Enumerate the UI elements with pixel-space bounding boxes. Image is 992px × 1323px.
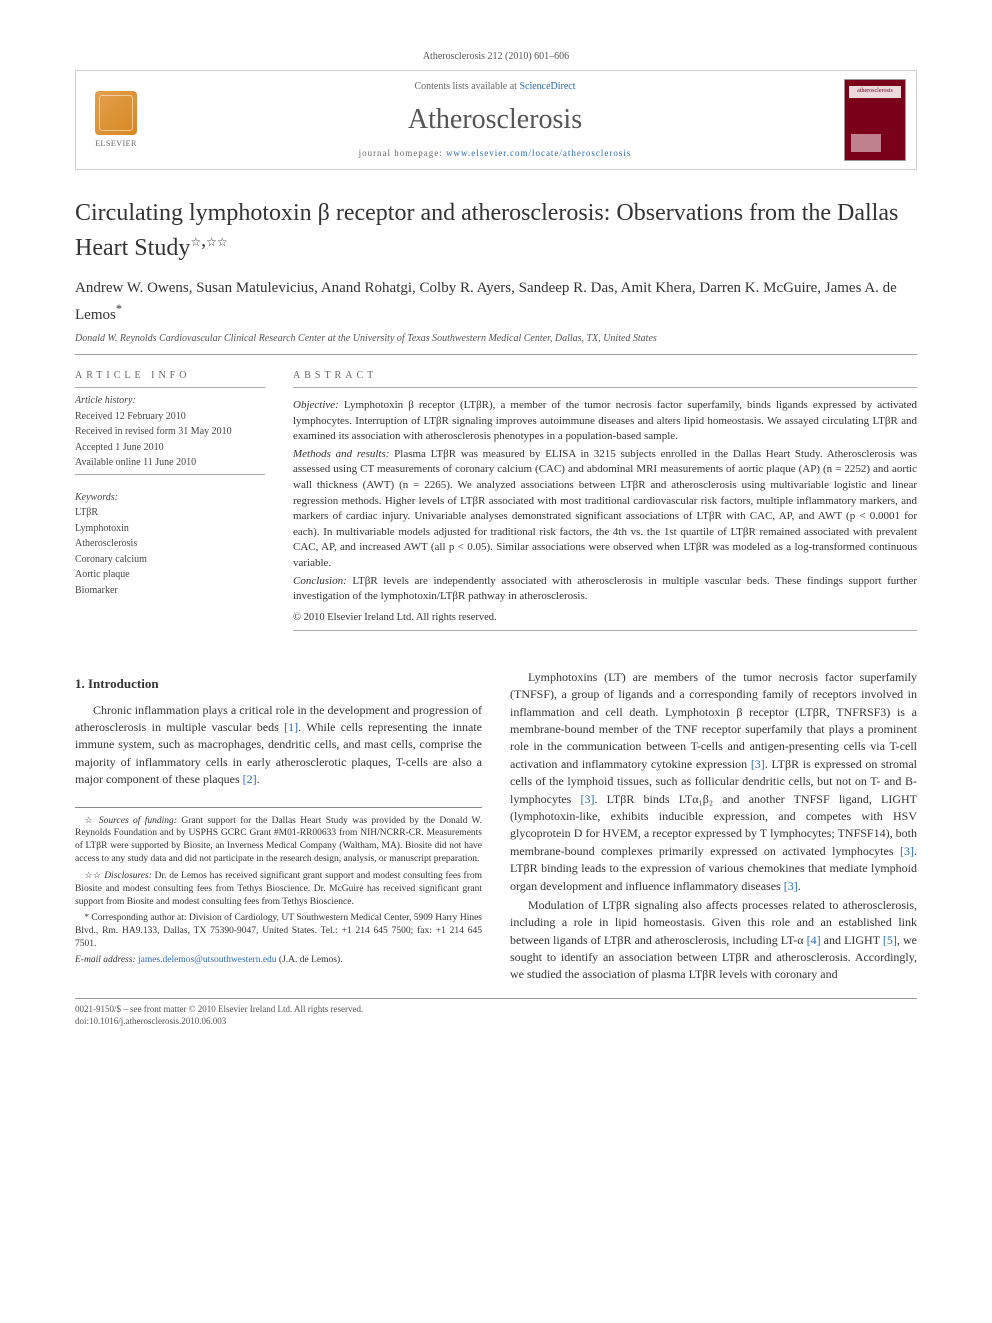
elsevier-logo: ELSEVIER [86,85,146,155]
email-attribution: (J.A. de Lemos). [277,955,343,965]
header-citation: Atherosclerosis 212 (2010) 601–606 [75,50,917,64]
abstract-copyright: © 2010 Elsevier Ireland Ltd. All rights … [293,611,917,626]
title-text: Circulating lymphotoxin β receptor and a… [75,200,898,261]
body-paragraph: Modulation of LTβR signaling also affect… [510,897,917,984]
keyword: Lymphotoxin [75,522,265,536]
homepage-prefix: journal homepage: [359,148,446,158]
abstract-methods: Methods and results: Plasma LTβR was mea… [293,447,917,572]
keyword: Coronary calcium [75,553,265,567]
objective-text: Lymphotoxin β receptor (LTβR), a member … [293,399,917,442]
objective-label: Objective: [293,399,339,411]
journal-cover-thumbnail: atherosclerosis [844,79,906,161]
homepage-line: journal homepage: www.elsevier.com/locat… [146,147,844,160]
corresponding-mark: * [116,302,122,316]
abstract-conclusion: Conclusion: LTβR levels are independentl… [293,574,917,605]
footer-front-matter: 0021-9150/$ – see front matter © 2010 El… [75,1003,917,1016]
journal-name: Atherosclerosis [146,100,844,139]
footnote-disclosures: ☆☆ Disclosures: Dr. de Lemos has receive… [75,869,482,908]
body-paragraph: Chronic inflammation plays a critical ro… [75,702,482,789]
history-revised: Received in revised form 31 May 2010 [75,425,265,439]
keywords-label: Keywords: [75,491,265,505]
contents-prefix: Contents lists available at [414,81,519,92]
abstract: ABSTRACT Objective: Lymphotoxin β recept… [293,369,917,647]
abstract-head: ABSTRACT [293,369,917,388]
footnote-text: Corresponding author at: Division of Car… [75,913,482,949]
contents-available-line: Contents lists available at ScienceDirec… [146,80,844,94]
body-paragraph: Lymphotoxins (LT) are members of the tum… [510,669,917,895]
email-label: E-mail address: [75,955,136,965]
history-label: Article history: [75,394,265,408]
history-accepted: Accepted 1 June 2010 [75,441,265,455]
keyword: Atherosclerosis [75,537,265,551]
authors-list: Andrew W. Owens, Susan Matulevicius, Ana… [75,277,917,326]
journal-header: ELSEVIER Contents lists available at Sci… [75,70,917,170]
history-online: Available online 11 June 2010 [75,456,265,470]
divider [293,630,917,631]
authors-text: Andrew W. Owens, Susan Matulevicius, Ana… [75,280,897,323]
divider [75,354,917,355]
article-title: Circulating lymphotoxin β receptor and a… [75,198,917,263]
footnote-label: Sources of funding: [95,816,177,826]
page-footer: 0021-9150/$ – see front matter © 2010 El… [75,998,917,1028]
abstract-objective: Objective: Lymphotoxin β receptor (LTβR)… [293,398,917,445]
footnote-ref-disclosures: ☆☆ [206,235,228,249]
journal-homepage-link[interactable]: www.elsevier.com/locate/atherosclerosis [446,148,631,158]
sciencedirect-link[interactable]: ScienceDirect [519,81,575,92]
methods-text: Plasma LTβR was measured by ELISA in 321… [293,448,917,569]
conclusion-label: Conclusion: [293,575,347,587]
conclusion-text: LTβR levels are independently associated… [293,575,917,603]
methods-label: Methods and results: [293,448,389,460]
footnote-symbol: ☆☆ [85,870,102,880]
article-info-sidebar: ARTICLE INFO Article history: Received 1… [75,369,265,647]
cover-caption: atherosclerosis [845,87,905,95]
footnote-symbol: ☆ [85,815,95,825]
article-info-head: ARTICLE INFO [75,369,265,388]
article-body: 1. Introduction Chronic inflammation pla… [75,669,917,984]
keyword: Aortic plaque [75,568,265,582]
elsevier-label: ELSEVIER [95,138,137,149]
footnote-funding: ☆ Sources of funding: Grant support for … [75,814,482,866]
email-link[interactable]: james.delemos@utsouthwestern.edu [138,955,277,965]
footer-doi: doi:10.1016/j.atherosclerosis.2010.06.00… [75,1015,917,1028]
section-heading-intro: 1. Introduction [75,675,482,694]
footnotes: ☆ Sources of funding: Grant support for … [75,807,482,967]
divider [75,474,265,475]
footnote-ref-funding: ☆ [190,235,201,249]
keyword: Biomarker [75,584,265,598]
keyword: LTβR [75,506,265,520]
history-received: Received 12 February 2010 [75,410,265,424]
affiliation: Donald W. Reynolds Cardiovascular Clinic… [75,332,917,346]
footnote-email: E-mail address: james.delemos@utsouthwes… [75,954,482,967]
footnote-corresponding: * Corresponding author at: Division of C… [75,911,482,950]
footnote-label: Disclosures: [101,871,151,881]
